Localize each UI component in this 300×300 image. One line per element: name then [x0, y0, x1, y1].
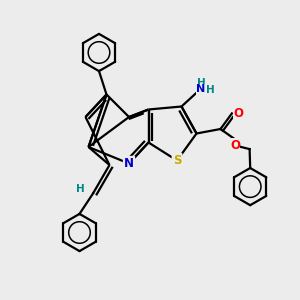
Text: S: S	[173, 154, 181, 167]
Text: H: H	[76, 184, 85, 194]
Text: H: H	[206, 85, 214, 95]
Text: O: O	[233, 107, 244, 120]
Text: H: H	[196, 77, 206, 88]
Text: N: N	[196, 84, 206, 94]
Text: N: N	[124, 157, 134, 170]
Text: O: O	[230, 139, 240, 152]
